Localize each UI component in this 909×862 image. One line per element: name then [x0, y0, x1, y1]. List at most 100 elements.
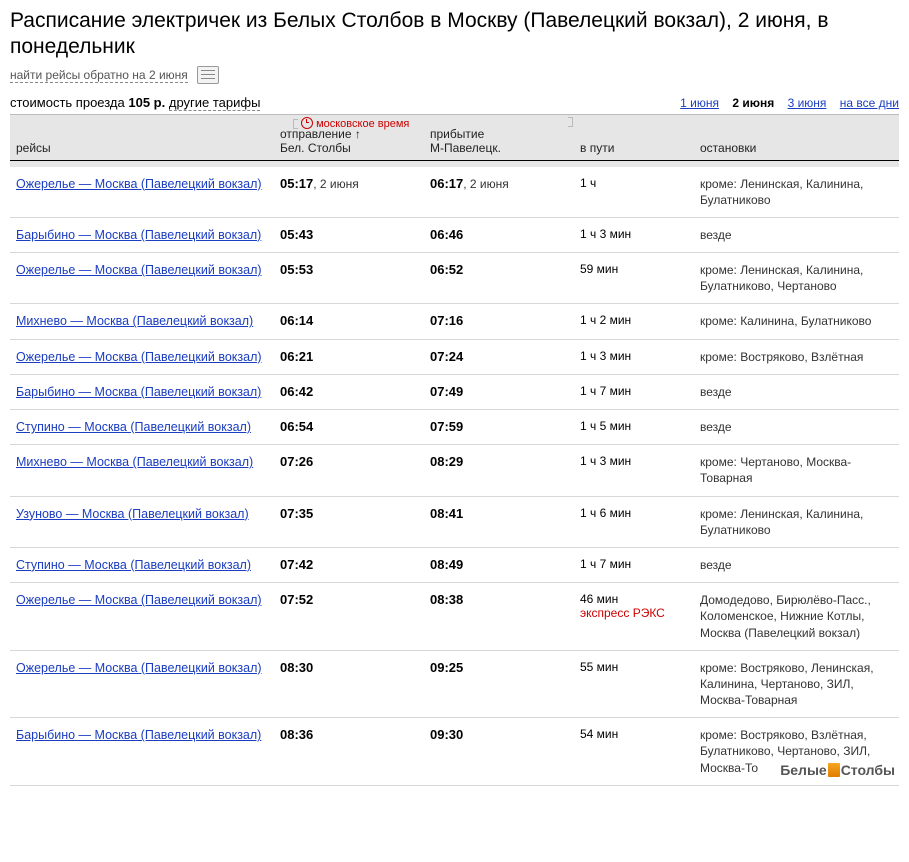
route-link[interactable]: Ступино — Москва (Павелецкий вокзал) — [16, 558, 251, 572]
table-header: московское время отправление ↑ прибытие … — [10, 114, 899, 167]
stops: везде — [700, 384, 899, 400]
table-row: Ступино — Москва (Павелецкий вокзал) 06:5… — [10, 410, 899, 445]
table-row: Михнево — Москва (Павелецкий вокзал) 06:1… — [10, 304, 899, 339]
price-value: 105 р. — [128, 95, 165, 110]
dep-time: 08:30 — [280, 660, 430, 709]
col-dur: в пути — [580, 141, 700, 155]
arr-time: 07:24 — [430, 349, 580, 365]
stops: кроме: Ленинская, Калинина, Булатниково — [700, 176, 899, 208]
price-prefix: стоимость проезда — [10, 95, 125, 110]
route-link[interactable]: Ожерелье — Москва (Павелецкий вокзал) — [16, 661, 262, 675]
dep-time: 07:52 — [280, 592, 430, 641]
duration: 1 ч 7 мин — [580, 384, 700, 400]
duration: 59 мин — [580, 262, 700, 294]
stops: кроме: Востряково, Взлётная — [700, 349, 899, 365]
stops: везде — [700, 419, 899, 435]
date-next-link[interactable]: 3 июня — [788, 96, 827, 110]
col-dep-1[interactable]: отправление ↑ — [280, 127, 430, 141]
dep-time: 07:26 — [280, 454, 430, 486]
calendar-icon[interactable] — [197, 66, 219, 84]
route-link[interactable]: Михнево — Москва (Павелецкий вокзал) — [16, 455, 253, 469]
table-row: Ступино — Москва (Павелецкий вокзал) 07:4… — [10, 548, 899, 583]
duration: 1 ч 7 мин — [580, 557, 700, 573]
express-label: экспресс РЭКС — [580, 606, 700, 620]
table-body: Ожерелье — Москва (Павелецкий вокзал) 05:… — [10, 167, 899, 786]
col-stops: остановки — [700, 141, 899, 155]
dep-time: 06:14 — [280, 313, 430, 329]
dep-time: 05:53 — [280, 262, 430, 294]
duration: 55 мин — [580, 660, 700, 709]
arr-time: 08:49 — [430, 557, 580, 573]
stops: везде — [700, 227, 899, 243]
table-row: Ожерелье — Москва (Павелецкий вокзал) 05:… — [10, 253, 899, 304]
duration: 1 ч 6 мин — [580, 506, 700, 538]
duration: 1 ч 5 мин — [580, 419, 700, 435]
price-info: стоимость проезда 105 р. другие тарифы — [10, 95, 260, 110]
route-link[interactable]: Михнево — Москва (Павелецкий вокзал) — [16, 314, 253, 328]
col-routes: рейсы — [10, 141, 280, 155]
arr-time: 08:29 — [430, 454, 580, 486]
duration: 1 ч 3 мин — [580, 349, 700, 365]
arr-time: 06:46 — [430, 227, 580, 243]
route-link[interactable]: Ступино — Москва (Павелецкий вокзал) — [16, 420, 251, 434]
table-row: Барыбино — Москва (Павелецкий вокзал) 08:… — [10, 718, 899, 786]
duration: 54 мин — [580, 727, 700, 776]
arr-time: 08:41 — [430, 506, 580, 538]
col-dep-2: Бел. Столбы — [280, 141, 430, 155]
table-row: Ожерелье — Москва (Павелецкий вокзал) 06:… — [10, 340, 899, 375]
dep-time: 06:54 — [280, 419, 430, 435]
route-link[interactable]: Узуново — Москва (Павелецкий вокзал) — [16, 507, 249, 521]
duration: 1 ч 3 мин — [580, 227, 700, 243]
dep-time: 07:42 — [280, 557, 430, 573]
route-link[interactable]: Барыбино — Москва (Павелецкий вокзал) — [16, 728, 261, 742]
arr-time: 07:49 — [430, 384, 580, 400]
dep-time: 08:36 — [280, 727, 430, 776]
arr-time: 09:30 — [430, 727, 580, 776]
route-link[interactable]: Ожерелье — Москва (Павелецкий вокзал) — [16, 593, 262, 607]
arr-time: 09:25 — [430, 660, 580, 709]
stops: везде — [700, 557, 899, 573]
route-link[interactable]: Ожерелье — Москва (Павелецкий вокзал) — [16, 177, 262, 191]
dep-time: 05:17, 2 июня — [280, 176, 430, 208]
col-arr-2: М-Павелецк. — [430, 141, 580, 155]
date-nav: 1 июня 2 июня 3 июня на все дни — [670, 96, 899, 110]
stops: кроме: Ленинская, Калинина, Булатниково — [700, 506, 899, 538]
arr-time: 08:38 — [430, 592, 580, 641]
route-link[interactable]: Барыбино — Москва (Павелецкий вокзал) — [16, 228, 261, 242]
col-arr-1: прибытие — [430, 127, 580, 141]
date-all-link[interactable]: на все дни — [840, 96, 899, 110]
other-tariffs-link[interactable]: другие тарифы — [169, 95, 261, 111]
table-row: Барыбино — Москва (Павелецкий вокзал) 05:… — [10, 218, 899, 253]
arr-time: 07:59 — [430, 419, 580, 435]
route-link[interactable]: Ожерелье — Москва (Павелецкий вокзал) — [16, 263, 262, 277]
table-row: Михнево — Москва (Павелецкий вокзал) 07:2… — [10, 445, 899, 496]
table-row: Барыбино — Москва (Павелецкий вокзал) 06:… — [10, 375, 899, 410]
table-row: Ожерелье — Москва (Павелецкий вокзал) 05:… — [10, 167, 899, 218]
date-prev-link[interactable]: 1 июня — [680, 96, 719, 110]
reverse-route-link[interactable]: найти рейсы обратно на 2 июня — [10, 68, 188, 83]
site-logo: БелыеСтолбы — [780, 762, 895, 778]
route-link[interactable]: Ожерелье — Москва (Павелецкий вокзал) — [16, 350, 262, 364]
stops: кроме: Ленинская, Калинина, Булатниково,… — [700, 262, 899, 294]
table-row: Ожерелье — Москва (Павелецкий вокзал) 08:… — [10, 651, 899, 719]
dep-time: 06:21 — [280, 349, 430, 365]
arr-time: 06:52 — [430, 262, 580, 294]
stops: кроме: Калинина, Булатниково — [700, 313, 899, 329]
route-link[interactable]: Барыбино — Москва (Павелецкий вокзал) — [16, 385, 261, 399]
duration: 1 ч 2 мин — [580, 313, 700, 329]
stops: кроме: Востряково, Ленинская, Калинина, … — [700, 660, 899, 709]
dep-time: 07:35 — [280, 506, 430, 538]
table-row: Ожерелье — Москва (Павелецкий вокзал) 07:… — [10, 583, 899, 651]
arr-time: 06:17, 2 июня — [430, 176, 580, 208]
table-row: Узуново — Москва (Павелецкий вокзал) 07:3… — [10, 497, 899, 548]
dep-time: 05:43 — [280, 227, 430, 243]
duration: 1 ч — [580, 176, 700, 208]
stops: Домодедово, Бирюлёво-Пасс., Коломенское,… — [700, 592, 899, 641]
stops: кроме: Чертаново, Москва-Товарная — [700, 454, 899, 486]
page-title: Расписание электричек из Белых Столбов в… — [10, 8, 899, 61]
duration: 1 ч 3 мин — [580, 454, 700, 486]
date-current: 2 июня — [732, 96, 774, 110]
dep-time: 06:42 — [280, 384, 430, 400]
arr-time: 07:16 — [430, 313, 580, 329]
duration: 46 минэкспресс РЭКС — [580, 592, 700, 641]
